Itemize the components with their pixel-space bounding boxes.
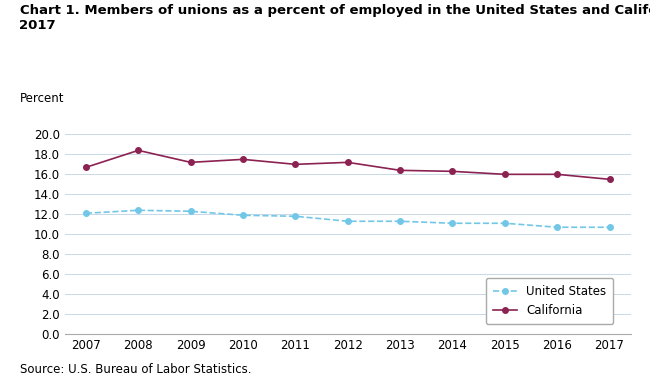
United States [396, 219, 404, 223]
Legend: United States, California: United States, California [486, 278, 614, 324]
United States [344, 219, 352, 223]
United States [501, 221, 509, 225]
Text: Percent: Percent [20, 92, 64, 105]
United States [187, 209, 194, 214]
California [187, 160, 194, 165]
United States [135, 208, 142, 213]
Text: Chart 1. Members of unions as a percent of employed in the United States and Cal: Chart 1. Members of unions as a percent … [20, 4, 650, 32]
Line: United States: United States [83, 207, 612, 230]
United States [239, 213, 247, 218]
California [501, 172, 509, 177]
United States [82, 211, 90, 215]
United States [606, 225, 614, 230]
California [553, 172, 561, 177]
California [82, 165, 90, 170]
United States [448, 221, 456, 225]
California [344, 160, 352, 165]
California [291, 162, 299, 167]
California [448, 169, 456, 174]
California [135, 148, 142, 153]
Text: Source: U.S. Bureau of Labor Statistics.: Source: U.S. Bureau of Labor Statistics. [20, 363, 251, 376]
United States [291, 214, 299, 218]
California [606, 177, 614, 182]
Line: California: California [83, 147, 612, 182]
California [239, 157, 247, 162]
California [396, 168, 404, 173]
United States [553, 225, 561, 230]
